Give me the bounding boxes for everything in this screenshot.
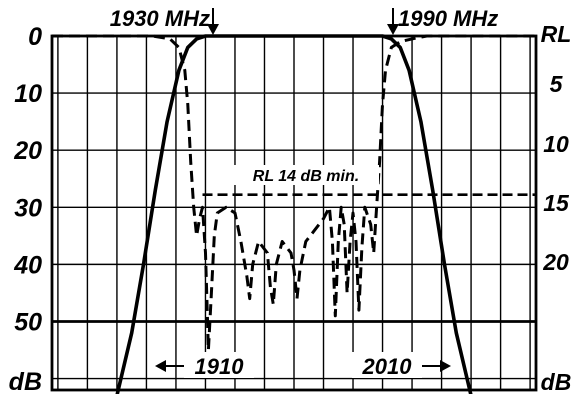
passband-low-label: 1930 MHz bbox=[110, 6, 210, 31]
left-axis-tick-label: 50 bbox=[14, 308, 42, 336]
plot-frame bbox=[50, 34, 538, 392]
left-axis-tick-label: 30 bbox=[14, 194, 42, 222]
right-axis-title: RL bbox=[541, 21, 572, 47]
rl-spec-label-bg bbox=[233, 165, 379, 185]
right-axis-unit-label: dB bbox=[541, 369, 572, 394]
passband-high-label: 1990 MHz bbox=[398, 6, 498, 31]
passband-high-arrowhead bbox=[387, 24, 399, 35]
stop-low-label-bg bbox=[184, 352, 254, 378]
stop-low-label: 1910 bbox=[195, 354, 245, 379]
stop-high-label-bg bbox=[352, 352, 422, 378]
left-axis-tick-label: 10 bbox=[14, 80, 42, 108]
right-axis-tick-label: 10 bbox=[543, 131, 569, 157]
left-axis-tick-label: 40 bbox=[13, 251, 42, 279]
rl-spec-label: RL 14 dB min. bbox=[253, 168, 359, 185]
left-axis-tick-label: 0 bbox=[28, 23, 42, 51]
axis-and-annotation-labels: 0 10 20 30 40 50 dB 5 10 15 20 RL dB 1930 MHz 1990 MHz… bbox=[9, 6, 572, 394]
stop-high-arrowhead bbox=[440, 360, 451, 372]
right-axis-tick-label: 15 bbox=[543, 190, 570, 216]
right-axis-tick-label: 20 bbox=[542, 249, 569, 275]
grid bbox=[52, 36, 536, 390]
stop-high-label: 2010 bbox=[362, 354, 413, 379]
stop-low-arrowhead bbox=[155, 360, 166, 372]
left-axis-tick-label: 20 bbox=[13, 137, 42, 165]
passband-low-arrowhead bbox=[207, 24, 219, 35]
return-loss-curve bbox=[52, 34, 536, 352]
left-axis-unit-label: dB bbox=[9, 368, 42, 394]
plot-border bbox=[50, 34, 538, 392]
right-axis-tick-label: 5 bbox=[550, 71, 564, 97]
